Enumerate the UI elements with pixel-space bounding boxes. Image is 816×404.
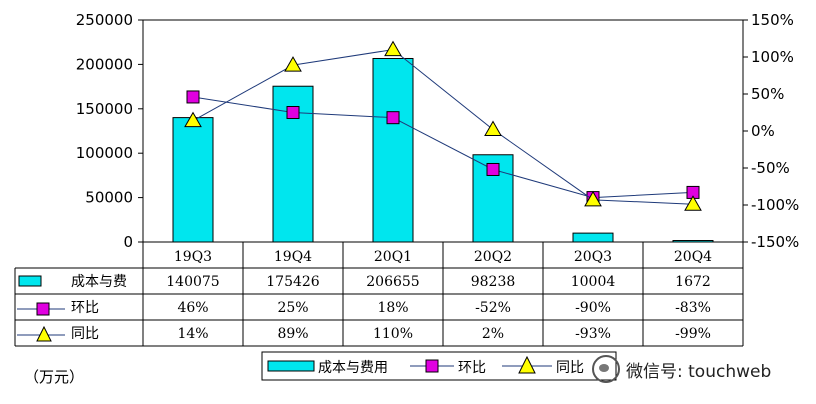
- x-tick-label: 19Q4: [274, 249, 312, 265]
- left-tick-label: 250000: [76, 11, 133, 29]
- right-tick-label: 100%: [751, 48, 794, 66]
- x-tick-label: 20Q2: [474, 249, 512, 265]
- table-cell: 10004: [571, 274, 616, 290]
- table-cell: 18%: [377, 300, 408, 316]
- marker-环比-19Q3: [186, 90, 200, 104]
- table-cell: 98238: [471, 274, 516, 290]
- legend-key-bar: [267, 360, 315, 372]
- x-tick-label: 20Q1: [374, 249, 412, 265]
- table-cell: 14%: [177, 326, 208, 342]
- x-tick-label: 20Q3: [574, 249, 612, 265]
- table-cell: 110%: [373, 326, 413, 342]
- bar-19Q3: [172, 117, 214, 243]
- watermark-text: 微信号: touchweb: [626, 361, 772, 382]
- table-cell: -83%: [675, 300, 711, 316]
- table-key-bar: [18, 275, 42, 287]
- left-tick-label: 150000: [76, 100, 133, 118]
- right-tick-label: -100%: [751, 196, 799, 214]
- table-cell: 175426: [266, 274, 320, 290]
- marker-环比-20Q2: [486, 162, 500, 176]
- table-cell: 206655: [366, 274, 419, 290]
- line-同比: [192, 49, 694, 205]
- table-row-label: 成本与费: [71, 274, 127, 290]
- right-tick-label: 0%: [751, 122, 775, 140]
- left-tick-label: 0: [123, 233, 133, 251]
- legend-label: 环比: [458, 360, 486, 376]
- legend-label: 成本与费用: [318, 360, 388, 376]
- marker-同比-19Q4: [284, 56, 302, 72]
- table-cell: 89%: [277, 326, 308, 342]
- bar-20Q2: [472, 154, 514, 243]
- table-cell: 1672: [675, 274, 711, 290]
- marker-同比-20Q2: [484, 120, 502, 137]
- legend-key-triangle: [518, 355, 536, 374]
- watermark: 微信号: touchweb: [592, 355, 771, 383]
- right-tick-label: 150%: [751, 11, 794, 29]
- right-tick-label: -150%: [751, 233, 799, 251]
- legend-key-square: [425, 359, 439, 373]
- table-row-label: 同比: [71, 326, 99, 342]
- marker-同比-19Q3: [184, 111, 202, 128]
- line-环比: [192, 96, 694, 199]
- table-cell: 140075: [166, 274, 219, 290]
- plot-area: [142, 19, 744, 243]
- marker-同比-20Q3: [584, 190, 602, 207]
- table-cell: -99%: [675, 326, 711, 342]
- right-tick-label: 50%: [751, 85, 784, 103]
- bar-20Q4: [672, 240, 714, 243]
- x-tick-label: 20Q4: [674, 249, 712, 265]
- bar-20Q3: [572, 232, 614, 243]
- x-tick-label: 19Q3: [174, 249, 212, 265]
- left-tick-label: 100000: [76, 144, 133, 162]
- right-tick-label: -50%: [751, 159, 790, 177]
- table-cell: -90%: [575, 300, 611, 316]
- table-key-triangle: [36, 325, 52, 342]
- table-row-label: 环比: [71, 300, 99, 316]
- table-cell: 46%: [177, 300, 208, 316]
- left-tick-label: 50000: [85, 189, 133, 207]
- marker-同比-20Q4: [684, 195, 702, 211]
- table-cell: -93%: [575, 326, 611, 342]
- marker-同比-20Q1: [384, 40, 402, 57]
- table-cell: 25%: [277, 300, 308, 316]
- legend-label: 同比: [556, 360, 584, 376]
- unit-label: （万元）: [24, 368, 85, 386]
- wechat-icon: [592, 355, 620, 383]
- marker-环比-19Q4: [286, 106, 300, 119]
- table-cell: 2%: [482, 326, 504, 342]
- table-key-square: [36, 302, 50, 316]
- bar-20Q1: [372, 57, 414, 243]
- table-cell: -52%: [475, 300, 511, 316]
- marker-环比-20Q1: [386, 111, 400, 125]
- left-tick-label: 200000: [76, 55, 133, 73]
